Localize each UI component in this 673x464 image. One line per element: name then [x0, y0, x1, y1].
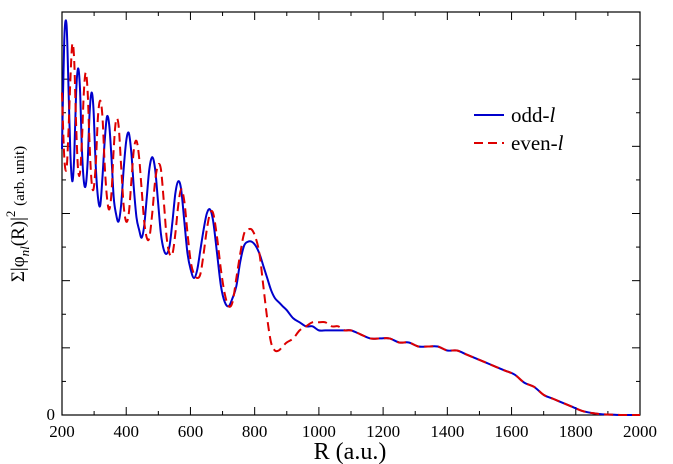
x-tick-label: 1800 [559, 422, 593, 441]
y-tick-label: 0 [47, 405, 56, 424]
legend: odd-l even-l [474, 103, 564, 155]
svg-text:Σ|φnl(R)|2 (arb. unit): Σ|φnl(R)|2 (arb. unit) [3, 146, 32, 282]
series-line-odd-l [61, 19, 640, 417]
y-axis-title-unit: (arb. unit) [12, 146, 28, 206]
x-tick-label: 600 [178, 422, 204, 441]
y-axis-title-subscript: nl [17, 246, 32, 257]
x-tick-label: 200 [49, 422, 75, 441]
x-tick-label: 400 [113, 422, 139, 441]
legend-label-even-l: even-l [511, 131, 564, 155]
x-tick-label: 800 [242, 422, 268, 441]
x-tick-label: 1200 [366, 422, 400, 441]
series-line-even-l [61, 42, 640, 417]
x-tick-label: 1600 [495, 422, 529, 441]
y-axis-title-exponent: 2 [3, 211, 18, 218]
legend-label-odd-l: odd-l [511, 103, 556, 127]
x-tick-label: 2000 [623, 422, 657, 441]
plot-frame [61, 11, 641, 416]
x-tick-label: 1000 [302, 422, 336, 441]
y-axis-title: Σ|φnl(R)|2 (arb. unit) [3, 146, 32, 282]
y-axis-title-tail: (R)| [8, 217, 29, 246]
y-axis-title-main: Σ|φ [8, 256, 29, 282]
x-axis-title: R (a.u.) [314, 439, 387, 464]
x-tick-label: 1400 [430, 422, 464, 441]
